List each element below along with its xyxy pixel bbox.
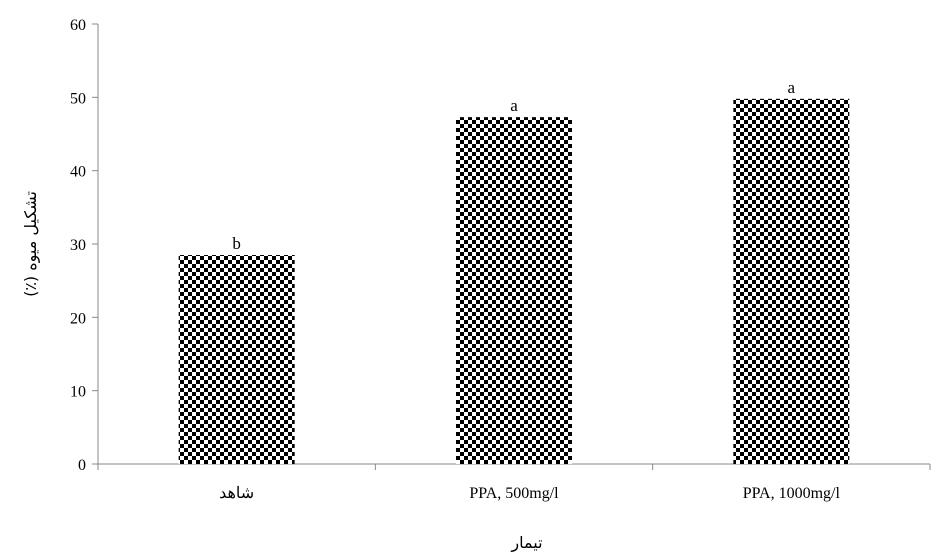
y-axis-title: تشکیل میوه (٪) — [21, 191, 41, 297]
bar-data-label: b — [232, 234, 241, 253]
y-axis: 0 10 20 30 40 50 60 — [70, 17, 99, 474]
x-tick-label: PPA, 500mg/l — [469, 485, 559, 502]
bar — [733, 98, 850, 465]
y-tick-label: 50 — [70, 90, 86, 107]
y-tick-label: 40 — [70, 164, 86, 181]
bar — [456, 117, 572, 464]
bar — [178, 255, 295, 464]
data-labels: b a a — [232, 78, 795, 253]
x-axis-title: تیمار — [510, 533, 542, 553]
x-tick-label: PPA, 1000mg/l — [743, 485, 841, 502]
y-tick-label: 20 — [70, 310, 86, 327]
y-tick-label: 10 — [70, 384, 86, 401]
bar-data-label: a — [788, 78, 796, 97]
bars — [178, 98, 850, 465]
y-tick-label: 60 — [70, 17, 86, 34]
y-tick-label: 0 — [78, 457, 86, 474]
x-axis: شاهد PPA, 500mg/l PPA, 1000mg/l — [97, 463, 931, 502]
y-tick-label: 30 — [70, 237, 86, 254]
bar-data-label: a — [510, 96, 518, 115]
x-tick-label: شاهد — [219, 485, 254, 502]
